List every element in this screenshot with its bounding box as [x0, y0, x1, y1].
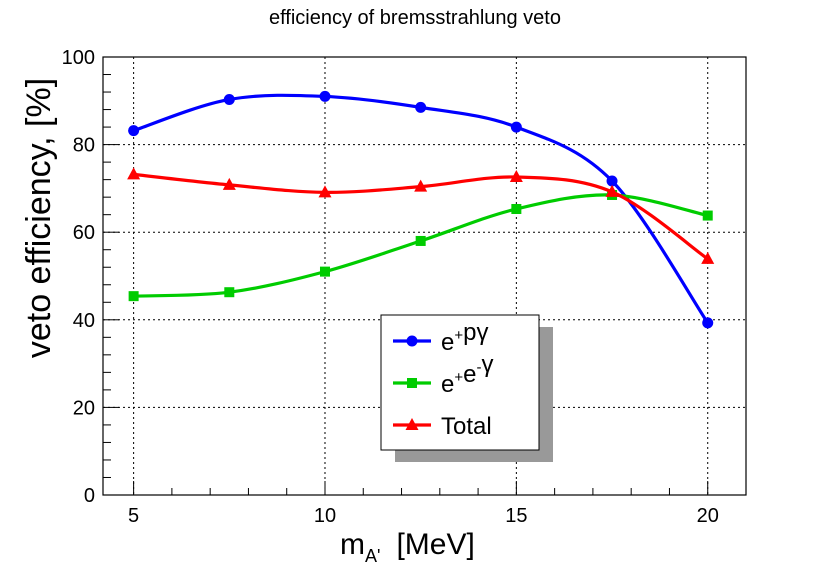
- series-3: [127, 167, 715, 264]
- y-tick-label: 60: [73, 222, 95, 244]
- data-point: [511, 203, 522, 214]
- series-2: [128, 189, 713, 302]
- legend-marker: [405, 418, 419, 430]
- x-axis-label: mA' [MeV]: [340, 528, 475, 563]
- data-point: [415, 101, 427, 113]
- data-point: [224, 287, 235, 298]
- y-axis-label: veto efficiency, [%]: [20, 78, 58, 358]
- data-point: [319, 90, 331, 102]
- data-point: [128, 125, 140, 137]
- x-tick-label: 10: [314, 505, 336, 527]
- data-point: [415, 235, 426, 246]
- legend-label: e+e-γ: [441, 351, 493, 398]
- data-point: [605, 184, 619, 197]
- legend-entry: e+pγ: [393, 319, 488, 356]
- data-point: [127, 167, 141, 180]
- chart-title: efficiency of bremsstrahlung veto: [269, 7, 561, 29]
- data-point: [318, 185, 332, 198]
- y-tick-label: 40: [73, 310, 95, 332]
- y-tick-label: 100: [62, 47, 95, 69]
- data-point: [702, 317, 714, 329]
- data-point: [701, 251, 715, 264]
- data-point: [223, 93, 235, 105]
- data-point: [702, 210, 713, 221]
- y-tick-label: 80: [73, 135, 95, 157]
- data-point: [606, 175, 618, 187]
- series: [127, 90, 715, 329]
- y-tick-label: 0: [84, 485, 95, 507]
- y-tick-label: 20: [73, 397, 95, 419]
- data-point: [509, 170, 523, 183]
- data-point: [319, 266, 330, 277]
- data-point: [222, 177, 236, 190]
- legend-entry: e+e-γ: [393, 351, 493, 398]
- data-point: [414, 179, 428, 192]
- legend-entry: Total: [393, 413, 492, 440]
- legend-label: e+pγ: [441, 319, 488, 356]
- data-point: [128, 291, 139, 302]
- legend: e+pγe+e-γ Total: [380, 314, 553, 462]
- data-point: [510, 121, 522, 133]
- legend-marker: [406, 335, 418, 347]
- x-tick-label: 20: [697, 505, 719, 527]
- series-line: [133, 93, 710, 324]
- plot-frame: [102, 56, 747, 496]
- legend-marker: [407, 378, 417, 388]
- x-tick-label: 5: [128, 505, 139, 527]
- x-tick-label: 15: [505, 505, 527, 527]
- legend-label: Total: [441, 413, 492, 440]
- axes: 5 10 15 20 0 20 40 60 80 100: [62, 47, 747, 527]
